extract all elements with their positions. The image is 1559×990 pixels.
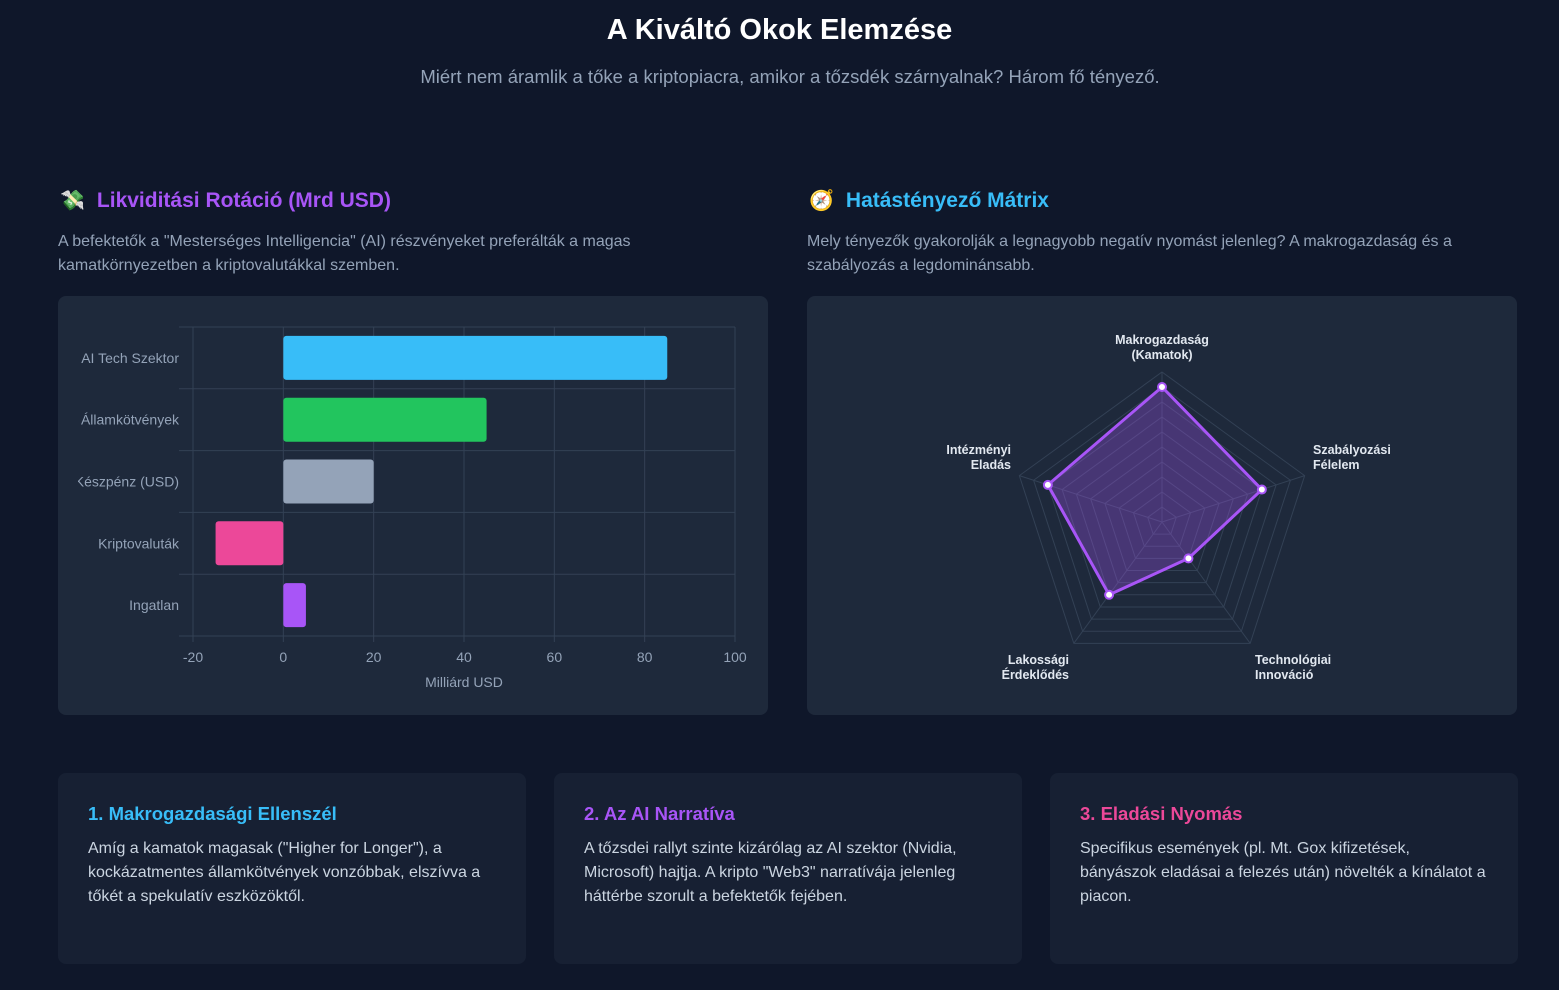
x-tick-label: 0 (279, 649, 287, 665)
radar-grid-ring (1118, 476, 1206, 559)
radar-axis-label: Érdeklődés (1002, 667, 1069, 682)
radar-axis-label: Makrogazdaság (1115, 333, 1209, 347)
radar-axis-line (1161, 521, 1251, 644)
x-tick-label: 100 (723, 649, 747, 665)
bar-chart: -20 0 20 40 60 80 100 AI Tech Szektor Államkötvé… (75, 326, 747, 690)
radar-grid-ring (1090, 446, 1234, 584)
radar-axis-line (1161, 475, 1305, 523)
y-tick-label: Államkötvények (81, 412, 180, 428)
radar-point (1183, 553, 1194, 564)
radar-point (1042, 479, 1053, 490)
radar-chart: Makrogazdaság(Kamatok) SzabályozásiFélele… (946, 333, 1391, 682)
matrix-title: Hatástényező Mátrix (845, 188, 1049, 212)
info-card-text: Specifikus események (pl. Mt. Gox kifize… (1080, 840, 1486, 905)
page-title: A Kiváltó Okok Elemzése (606, 14, 953, 46)
info-card-title: 3. Eladási Nyomás (1080, 803, 1243, 824)
info-card-title: 2. Az AI Narratíva (584, 803, 735, 824)
x-tick-label: 80 (637, 649, 653, 665)
page-subtitle: Miért nem áramlik a tőke a kriptopiacra,… (420, 66, 1160, 87)
x-tick-label: 40 (456, 649, 472, 665)
radar-grid-ring (1061, 416, 1263, 608)
radar-grid-ring (1033, 386, 1291, 632)
radar-axis-label: (Kamatok) (1131, 348, 1192, 362)
radar-point (1256, 484, 1267, 495)
radar-point (1104, 589, 1115, 600)
radar-axis-label: Innováció (1255, 668, 1314, 682)
radar-axis-line (1019, 475, 1163, 523)
y-tick-label: AI Tech Szektor (81, 350, 179, 366)
compass-icon: 🧭 (809, 190, 834, 212)
bar-0 (283, 335, 668, 380)
radar-axis-label: Lakossági (1008, 653, 1069, 667)
bar-4 (283, 583, 306, 628)
radar-chart-card: Makrogazdaság (Kamatok) Szabályozási Félele… (807, 296, 1517, 715)
info-card-text: Amíg a kamatok magasak ("Higher for Long… (88, 840, 481, 905)
bar-chart-card: -20 0 20 40 60 80 100 AI Tech Szektor Államkötvé… (58, 296, 768, 715)
info-card-title: 1. Makrogazdasági Ellenszél (88, 803, 337, 824)
liquidity-section-heading: 💸 Likviditási Rotáció (Mrd USD) (60, 188, 391, 213)
money-with-wings-icon: 💸 (60, 190, 85, 212)
info-card-ai: 2. Az AI Narratíva A tőzsdei rallyt szin… (554, 773, 1022, 964)
info-card-selling: 3. Eladási Nyomás Specifikus események (… (1050, 773, 1518, 964)
radar-axis-label: Szabályozási (1313, 443, 1391, 457)
radar-grid-ring (1147, 506, 1177, 535)
radar-axis-label: Félelem (1313, 458, 1360, 472)
y-tick-label: Készpénz (USD) (75, 474, 179, 490)
info-card-text: A tőzsdei rallyt szinte kizárólag az AI … (584, 840, 957, 905)
radar-grid-ring (1075, 431, 1249, 596)
radar-grid-ring (1018, 371, 1306, 644)
x-axis-title: Milliárd USD (425, 674, 503, 690)
x-tick-label: 60 (547, 649, 563, 665)
radar-axis-label: Technológiai (1255, 653, 1331, 667)
bar-2 (283, 459, 374, 504)
liquidity-title: Likviditási Rotáció (Mrd USD) (96, 188, 391, 212)
radar-axis-label: Intézményi (946, 443, 1011, 457)
radar-axis-line (1073, 521, 1163, 644)
radar-grid-ring (1047, 401, 1277, 620)
x-tick-label: -20 (183, 649, 203, 665)
info-card-macro: 1. Makrogazdasági Ellenszél Amíg a kamat… (58, 773, 526, 964)
x-tick-label: 20 (366, 649, 382, 665)
radar-grid-ring (1132, 491, 1192, 547)
y-tick-label: Ingatlan (129, 597, 179, 613)
liquidity-description: A befektetők a "Mesterséges Intelligenci… (58, 233, 631, 274)
bar-1 (283, 397, 487, 442)
radar-point (1157, 382, 1167, 392)
bar-3 (215, 521, 284, 566)
y-tick-label: Kriptovaluták (98, 535, 180, 551)
radar-axis-label: Eladás (971, 458, 1011, 472)
matrix-section-heading: 🧭 Hatástényező Mátrix (809, 188, 1049, 213)
matrix-description: Mely tényezők gyakorolják a legnagyobb n… (807, 233, 1452, 274)
radar-data-area (1045, 384, 1265, 597)
